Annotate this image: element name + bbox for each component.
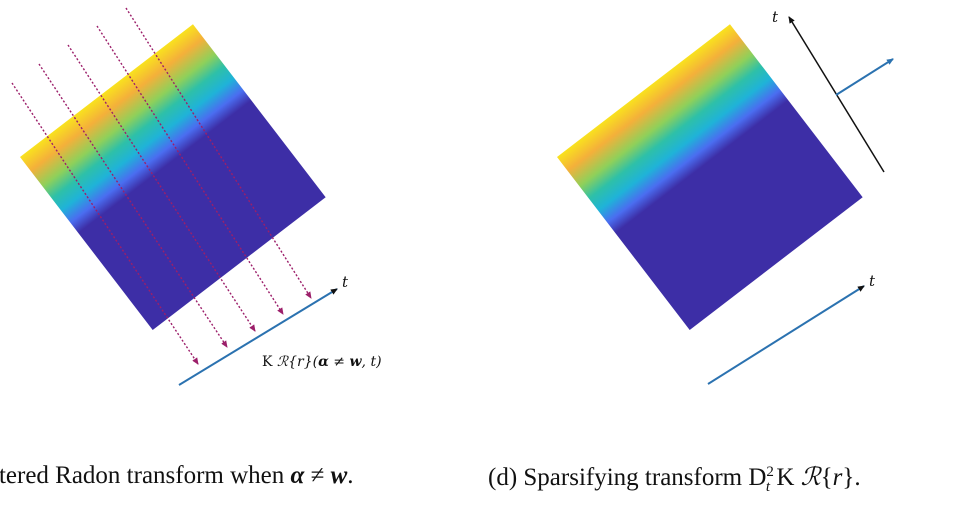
field-d (557, 24, 863, 330)
panel-d: t t (557, 8, 894, 385)
panel-c: t K ℛ{r}(α ≠ w, t) (11, 7, 382, 386)
direction-arrow-d (835, 58, 894, 96)
ray-4 (96, 25, 284, 315)
field-c (20, 24, 326, 330)
transform-label: K ℛ{r}(α ≠ w, t) (262, 354, 382, 370)
ray-2 (38, 63, 228, 348)
caption-c: ltered Radon transform when α ≠ w. (0, 462, 354, 489)
t-axis-label-d-top: t (772, 8, 779, 26)
ray-5 (125, 7, 312, 299)
ray-3 (67, 44, 256, 332)
caption-d: (d) Sparsifying transform D2t K ℛ{r}. (488, 464, 861, 495)
ray-1 (11, 82, 199, 365)
t-axis-label-d-bottom: t (869, 272, 876, 290)
projection-rays (11, 7, 312, 365)
t-axis-d-bottom (707, 285, 865, 385)
t-axis-c (178, 288, 338, 386)
t-axis-label-c: t (342, 273, 349, 291)
